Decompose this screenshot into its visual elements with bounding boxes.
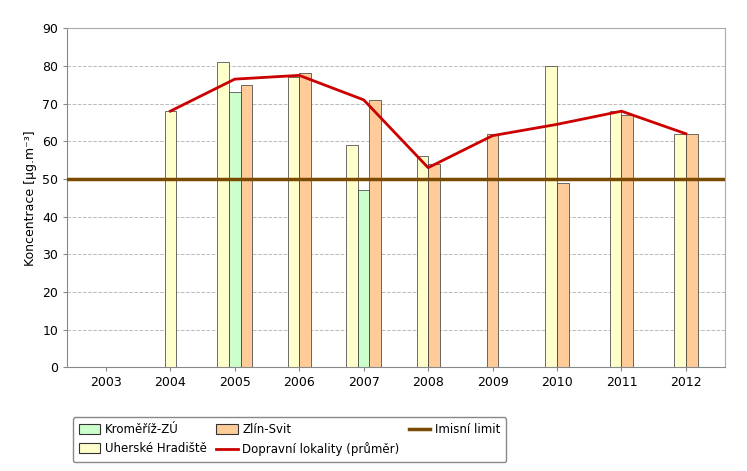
Bar xyxy=(229,92,241,367)
Bar xyxy=(288,77,300,367)
Bar xyxy=(241,85,252,367)
Y-axis label: Koncentrace [μg.m⁻³]: Koncentrace [μg.m⁻³] xyxy=(24,130,37,266)
Bar xyxy=(686,134,698,367)
Bar xyxy=(487,134,498,367)
Legend: Kroměříž-ZÚ, Uherské Hradiště, Zlín-Svit, Dopravní lokality (průměr), Imisní lim: Kroměříž-ZÚ, Uherské Hradiště, Zlín-Svit… xyxy=(73,417,506,462)
Bar xyxy=(545,66,557,367)
Bar xyxy=(164,111,176,367)
Bar xyxy=(622,115,633,367)
Bar xyxy=(370,100,381,367)
Bar xyxy=(428,164,440,367)
Bar xyxy=(417,156,428,367)
Bar xyxy=(217,62,229,367)
Bar xyxy=(300,73,311,367)
Bar xyxy=(347,145,358,367)
Bar xyxy=(610,111,622,367)
Bar xyxy=(358,190,370,367)
Bar xyxy=(557,183,568,367)
Bar xyxy=(675,134,686,367)
